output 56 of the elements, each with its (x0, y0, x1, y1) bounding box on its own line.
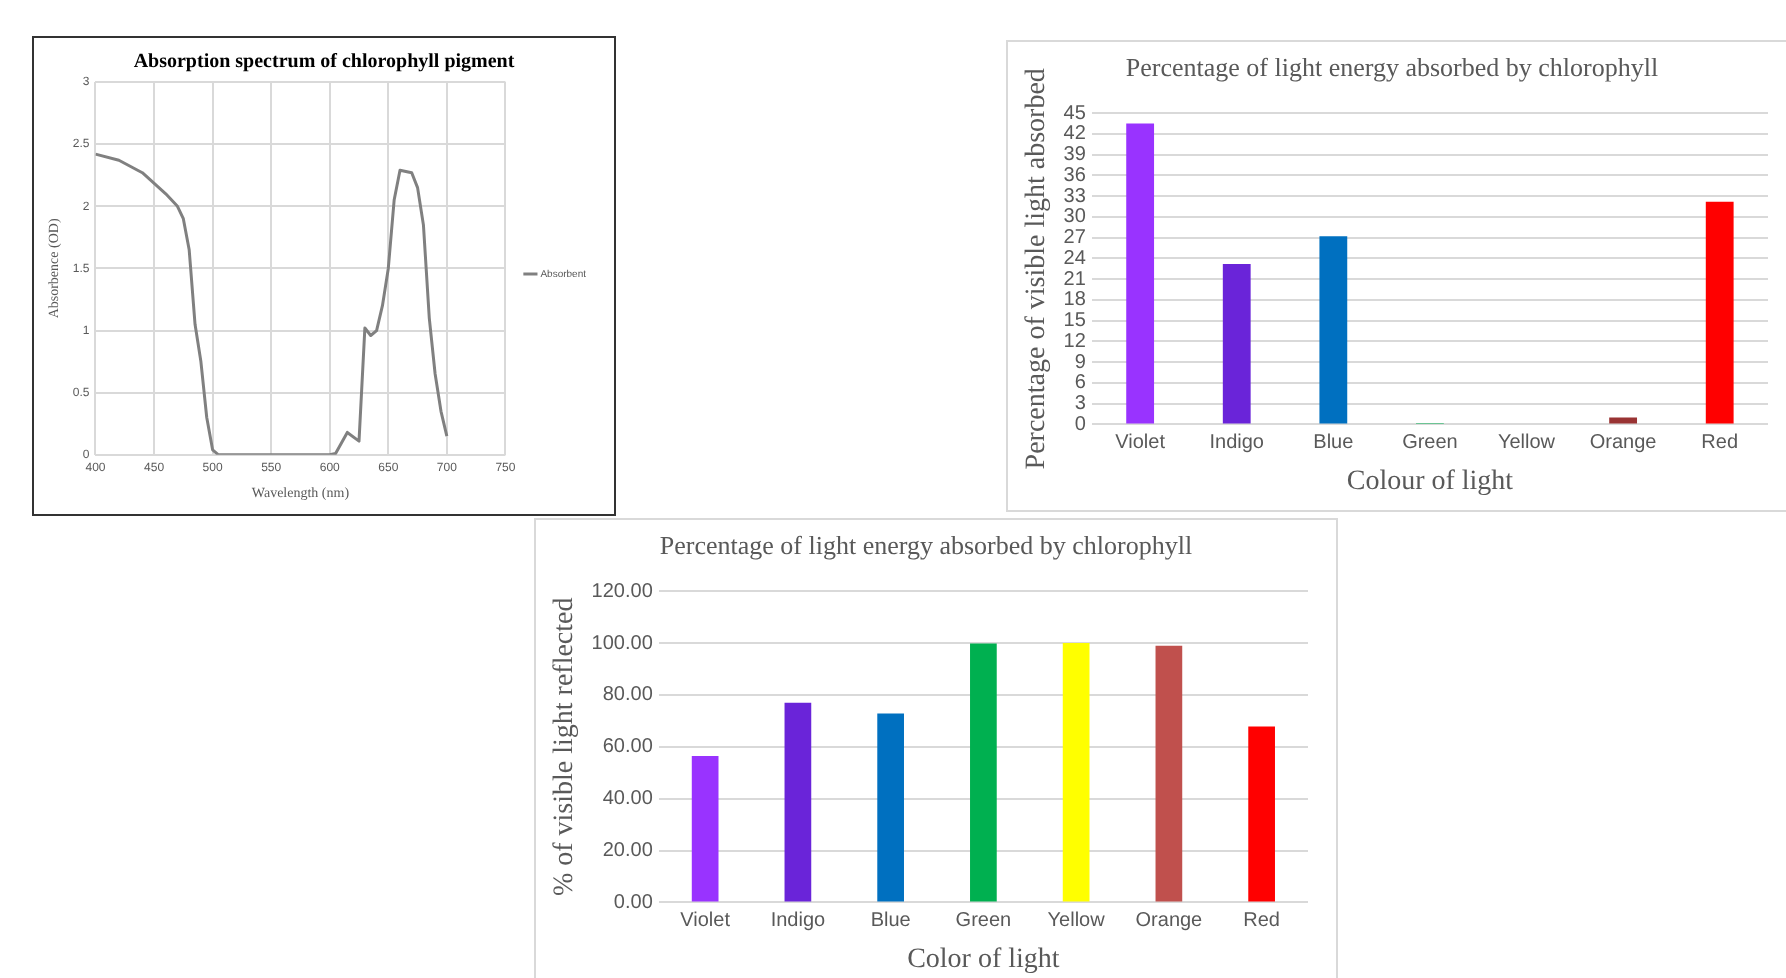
bar (1222, 263, 1251, 424)
x-tick-label: Green (1402, 431, 1458, 454)
y-tick-label: 80.00 (602, 684, 654, 707)
x-tick-label: Indigo (1209, 431, 1265, 454)
x-axis-title: Colour of light (1346, 466, 1514, 497)
x-tick-label: Red (1701, 431, 1739, 454)
x-tick-label: Yellow (1497, 431, 1557, 454)
y-tick-label: 45 (1063, 102, 1087, 125)
y-tick-label: 0 (1074, 413, 1087, 436)
bar (691, 755, 719, 902)
bar (1155, 645, 1183, 902)
x-tick-label: Orange (1589, 431, 1658, 454)
bar (1319, 236, 1348, 424)
y-tick-label: 6 (1074, 372, 1087, 395)
y-tick-label: 42 (1063, 123, 1087, 146)
bar (970, 643, 997, 902)
bar (1609, 417, 1638, 424)
x-tick-label: Green (955, 909, 1012, 932)
y-tick-label: 60.00 (602, 736, 654, 759)
y-tick-label: 24 (1063, 247, 1087, 270)
y-axis-title: % of visible light reflected (550, 597, 581, 897)
y-tick-label: 15 (1063, 310, 1087, 333)
y-axis-title: Percentage of visible light absorbed (1022, 68, 1053, 470)
bar (1126, 123, 1155, 424)
y-tick-label: 100.00 (591, 632, 654, 655)
x-tick-label: Red (1243, 909, 1280, 932)
bar (1248, 726, 1275, 902)
x-tick-label: Orange (1135, 909, 1204, 932)
y-tick-label: 18 (1063, 289, 1087, 312)
y-tick-label: 3 (1074, 393, 1087, 416)
y-tick-label: 20.00 (602, 840, 654, 863)
chart-title: Percentage of light energy absorbed by chlorophyll (659, 530, 1193, 561)
bar (877, 713, 904, 902)
chart-title: Percentage of light energy absorbed by chlorophyll (1125, 52, 1659, 83)
y-tick-label: 40.00 (602, 788, 654, 811)
y-tick-label: 39 (1063, 144, 1087, 167)
x-tick-label: Indigo (770, 909, 827, 932)
x-tick-label: Blue (1313, 431, 1355, 454)
y-tick-label: 21 (1063, 268, 1087, 291)
bar (1705, 201, 1734, 424)
y-tick-label: 27 (1063, 227, 1087, 250)
x-tick-label: Yellow (1047, 909, 1107, 932)
x-tick-label: Blue (870, 909, 912, 932)
y-tick-label: 120.00 (591, 580, 654, 603)
chart-title: Absorption spectrum of chlorophyll pigment (133, 51, 516, 74)
x-tick-label: Violet (1115, 431, 1166, 454)
bar (784, 702, 812, 902)
y-tick-label: 30 (1063, 206, 1087, 229)
y-tick-label: 0.00 (613, 891, 654, 914)
y-tick-label: 36 (1063, 164, 1087, 187)
y-tick-label: 9 (1074, 351, 1087, 374)
x-tick-label: Violet (680, 909, 731, 932)
y-tick-label: 12 (1063, 330, 1087, 353)
bar (1062, 643, 1090, 902)
y-tick-label: 33 (1063, 185, 1087, 208)
x-axis-title: Color of light (907, 944, 1060, 975)
